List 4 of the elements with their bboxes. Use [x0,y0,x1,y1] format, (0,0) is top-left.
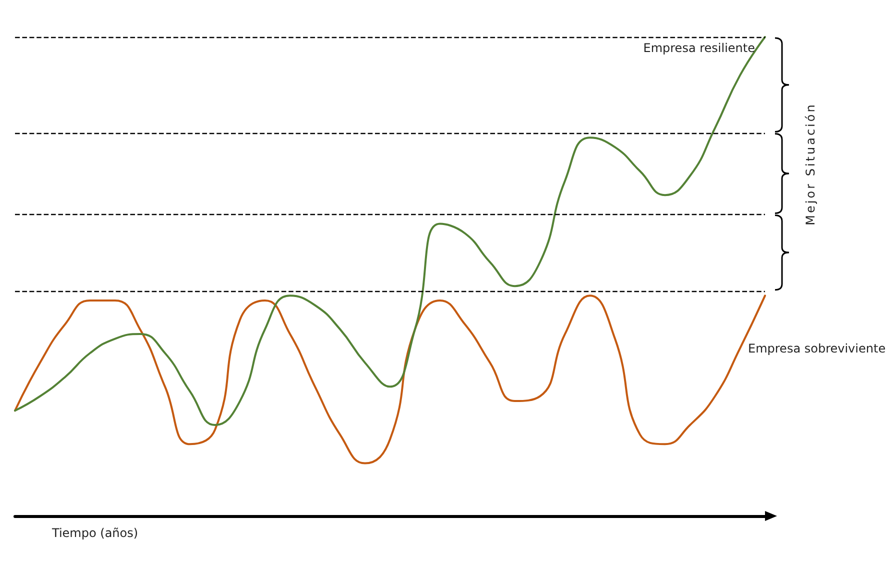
text: Mejor Situación [802,102,817,226]
x-axis-title: Tiempo (años) [51,526,138,540]
series-label: Empresa resiliente [643,41,755,55]
series-label: Empresa sobreviviente [748,342,886,356]
